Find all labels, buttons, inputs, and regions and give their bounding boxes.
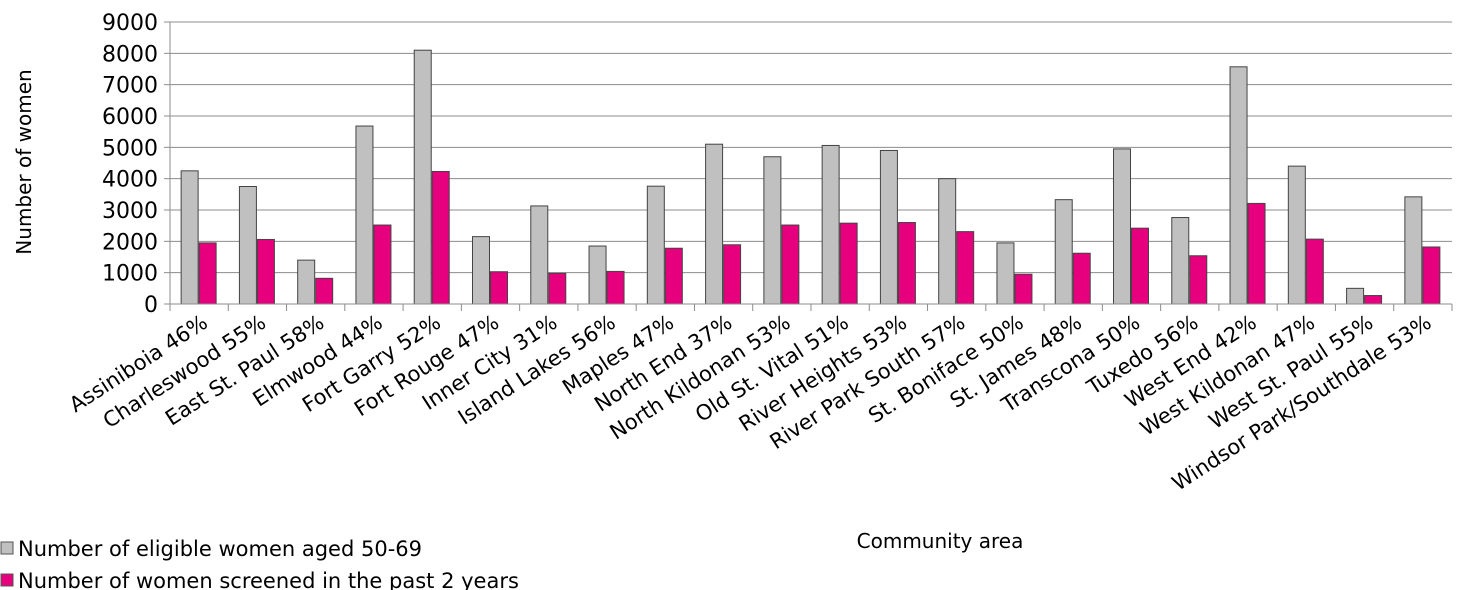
bar-eligible: [297, 259, 316, 305]
bar-eligible: [238, 186, 257, 305]
y-tick-label: 7000: [102, 74, 158, 99]
bar-eligible: [938, 178, 957, 305]
bar-eligible: [530, 205, 549, 305]
bar-eligible: [472, 236, 490, 305]
bar-eligible: [413, 49, 432, 305]
bar-screened: [431, 170, 450, 305]
bar-screened: [198, 242, 217, 305]
bar-eligible: [996, 242, 1015, 305]
bar-eligible: [1171, 217, 1190, 305]
bar-eligible: [646, 185, 665, 305]
bar-screened: [664, 247, 683, 305]
axes: [169, 22, 1453, 311]
y-tick-label: 4000: [102, 168, 158, 193]
bar-screened: [1131, 227, 1149, 305]
bar-eligible: [1404, 196, 1423, 305]
y-tick-label: 1000: [102, 262, 158, 287]
bars: [180, 49, 1441, 305]
bar-screened: [490, 271, 508, 305]
legend: Number of eligible women aged 50-69 Numb…: [0, 537, 519, 590]
bar-screened: [1422, 246, 1441, 305]
bar-screened: [256, 238, 275, 305]
bar-screened: [315, 277, 334, 305]
x-axis-title: Community area: [857, 529, 1024, 553]
y-tick-label: 6000: [102, 105, 158, 130]
bar-eligible: [588, 245, 607, 305]
bar-eligible: [355, 125, 374, 305]
bar-eligible: [180, 170, 199, 305]
legend-swatch-eligible: [0, 541, 14, 555]
y-tick-label: 5000: [102, 136, 158, 161]
bar-screened: [1305, 238, 1324, 305]
bar-screened: [723, 244, 742, 305]
bar-eligible: [705, 143, 724, 305]
bar-screened: [606, 270, 625, 305]
bar-eligible: [763, 156, 782, 305]
y-tick-label: 3000: [102, 199, 158, 224]
bar-eligible: [1054, 199, 1073, 305]
bar-screened: [1072, 252, 1091, 305]
legend-label-screened: Number of women screened in the past 2 y…: [18, 569, 519, 590]
bar-screened: [897, 222, 916, 305]
bar-eligible: [1113, 148, 1131, 305]
bar-eligible: [1229, 66, 1248, 305]
x-axis-labels: Assiniboia 46%Charleswood 55%East St. Pa…: [65, 310, 1436, 496]
bar-screened: [548, 272, 567, 305]
bar-screened: [956, 231, 975, 305]
y-tick-label: 9000: [102, 11, 158, 36]
y-axis-ticks: 0 1000 2000 3000 4000 5000 6000 7000 8000 9000: [102, 11, 158, 318]
y-axis-title: Number of women: [12, 69, 36, 254]
bar-screened: [839, 222, 858, 305]
bar-eligible: [1346, 287, 1365, 305]
bar-screened: [1247, 202, 1266, 305]
bar-screened: [1014, 273, 1033, 305]
bar-eligible: [821, 144, 840, 305]
bar-screened: [1364, 295, 1383, 305]
bar-screened: [1189, 255, 1208, 305]
legend-swatch-screened: [0, 573, 14, 587]
legend-label-eligible: Number of eligible women aged 50-69: [18, 537, 422, 561]
y-tick-label: 2000: [102, 230, 158, 255]
bar-eligible: [1287, 165, 1306, 305]
bar-eligible: [879, 149, 898, 305]
y-tick-label: 0: [144, 293, 158, 318]
bar-screened: [373, 224, 392, 305]
y-tick-label: 8000: [102, 42, 158, 67]
bar-screened: [781, 224, 800, 305]
